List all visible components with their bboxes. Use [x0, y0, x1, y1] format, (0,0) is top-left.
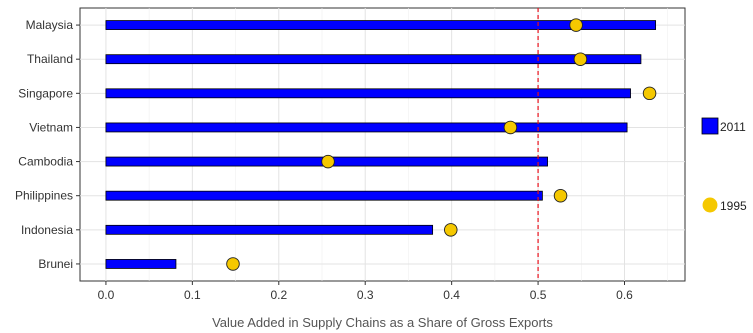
plot-panel — [79, 7, 686, 282]
category-label: Thailand — [27, 52, 73, 66]
x-tick-label: 0.1 — [184, 288, 201, 302]
x-tick-label: 0.5 — [530, 288, 547, 302]
category-label: Cambodia — [18, 155, 73, 169]
point-1995 — [503, 120, 518, 135]
bar-2011 — [105, 224, 434, 235]
bar-2011 — [105, 259, 177, 269]
x-axis-title: Value Added in Supply Chains as a Share … — [212, 315, 553, 330]
legend-label-1995: 1995 — [720, 199, 747, 213]
point-1995 — [642, 86, 657, 101]
x-tick-label: 0.3 — [357, 288, 374, 302]
category-label: Singapore — [18, 86, 73, 100]
category-label: Vietnam — [29, 120, 73, 134]
category-label: Brunei — [38, 257, 73, 271]
legend-swatch-1995 — [702, 197, 718, 213]
bar-2011 — [105, 54, 642, 65]
axes: Malaysia Thailand Singapore Vietnam Cambodia… — [15, 18, 633, 302]
category-label: Malaysia — [26, 18, 74, 32]
category-label: Indonesia — [21, 223, 73, 237]
point-1995 — [444, 223, 458, 237]
bar-2011 — [105, 20, 657, 30]
x-tick-label: 0.2 — [270, 288, 287, 302]
point-1995 — [321, 154, 335, 169]
point-1995 — [569, 18, 583, 32]
x-tick-label: 0.0 — [98, 288, 115, 302]
bar-2011 — [105, 190, 543, 201]
point-1995 — [226, 257, 240, 271]
bar-2011 — [105, 88, 631, 99]
legend: 2011 1995 — [701, 117, 747, 213]
point-1995 — [573, 52, 588, 66]
x-tick-label: 0.6 — [616, 288, 633, 302]
legend-swatch-2011 — [701, 117, 719, 135]
category-label: Philippines — [15, 189, 73, 203]
chart-marks — [105, 8, 657, 281]
bar-2011 — [105, 122, 628, 133]
legend-label-2011: 2011 — [720, 120, 746, 134]
x-tick-label: 0.4 — [443, 288, 460, 302]
point-1995 — [553, 188, 568, 203]
